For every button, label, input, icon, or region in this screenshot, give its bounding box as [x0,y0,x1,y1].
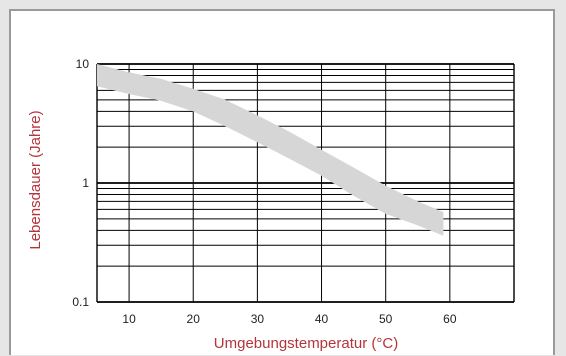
y-tick-label: 0.1 [72,295,89,309]
lifetime-band [97,64,444,236]
x-tick-label: 10 [122,312,136,326]
x-tick-label: 60 [443,312,457,326]
tick-labels: 10 20 30 40 50 60 10 1 0.1 [72,57,457,326]
y-axis-title: Lebensdauer (Jahre) [27,110,44,249]
y-tick-label: 10 [76,57,90,71]
x-axis-title: Umgebungstemperatur (°C) [214,335,398,352]
x-tick-label: 20 [187,312,201,326]
grid [96,63,515,303]
x-tick-label: 40 [315,312,329,326]
x-tick-label: 30 [251,312,265,326]
y-tick-label: 1 [82,176,89,190]
x-tick-label: 50 [379,312,393,326]
